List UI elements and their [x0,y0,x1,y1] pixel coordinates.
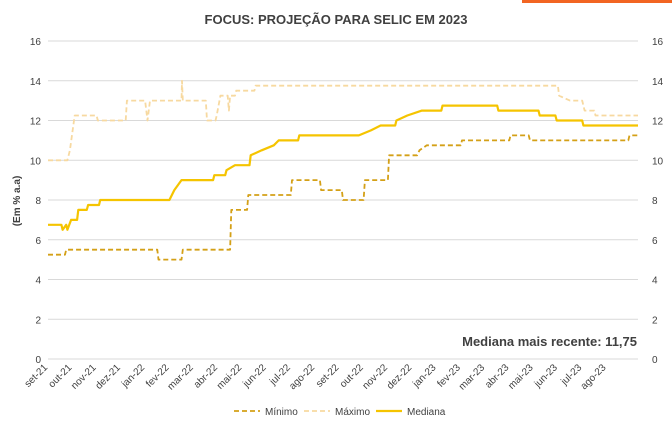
y-tick-right-16: 16 [652,37,664,48]
legend-label-2: Máximo [335,407,370,418]
y-tick-left-10: 10 [30,156,42,167]
x-tick-mai-23: mai-23 [506,362,536,392]
x-tick-set-22: set-22 [314,362,342,390]
legend: Mínimo Máximo Mediana [234,407,446,418]
y-tick-left-12: 12 [30,117,42,128]
y-tick-right-6: 6 [652,236,658,247]
y-tick-right-4: 4 [652,276,658,287]
latest-median-annotation: Mediana mais recente: 11,75 [462,334,637,349]
y-tick-left-8: 8 [35,196,41,207]
x-tick-mar-22: mar-22 [166,362,196,392]
y-tick-left-14: 14 [30,77,42,88]
y-tick-left-6: 6 [35,236,41,247]
y-tick-right-0: 0 [652,355,658,366]
y-tick-right-14: 14 [652,77,664,88]
x-tick-dez-22: dez-22 [385,362,415,392]
accent-bar [522,0,672,3]
y-ticks-right: 0 2 4 6 8 10 12 14 16 [652,37,664,366]
chart-title: FOCUS: PROJEÇÃO PARA SELIC EM 2023 [205,12,468,27]
series-lines [48,79,638,261]
legend-label-3: Mediana [407,407,446,418]
x-tick-jun-22: jun-22 [240,362,268,390]
y-tick-left-0: 0 [35,355,41,366]
y-axis-label: (Em % a.a) [12,176,23,227]
y-tick-right-8: 8 [652,196,658,207]
y-ticks-left: 0 2 4 6 8 10 12 14 16 [30,37,42,366]
y-tick-right-12: 12 [652,117,664,128]
y-tick-right-2: 2 [652,315,658,326]
x-tick-jan-22: jan-22 [119,362,147,390]
x-ticks: set-21out-21nov-21dez-21jan-22fev-22mar-… [23,362,609,392]
y-tick-left-4: 4 [35,276,41,287]
x-tick-ago-23: ago-23 [579,362,609,392]
x-tick-jan-23: jan-23 [410,362,438,390]
legend-label-1: Mínimo [265,407,298,418]
y-tick-right-10: 10 [652,156,664,167]
y-tick-left-2: 2 [35,315,41,326]
series-line-2 [48,79,638,162]
series-line-3 [48,104,638,231]
x-tick-jun-23: jun-23 [532,362,560,390]
y-tick-left-16: 16 [30,37,42,48]
x-tick-dez-21: dez-21 [94,362,124,392]
series-line-1 [48,134,638,261]
x-tick-nov-22: nov-22 [361,362,391,392]
x-tick-mai-22: mai-22 [215,362,245,392]
x-tick-nov-21: nov-21 [69,362,99,392]
x-tick-set-21: set-21 [23,362,51,390]
x-tick-mar-23: mar-23 [457,362,487,392]
x-tick-ago-22: ago-22 [287,362,317,392]
